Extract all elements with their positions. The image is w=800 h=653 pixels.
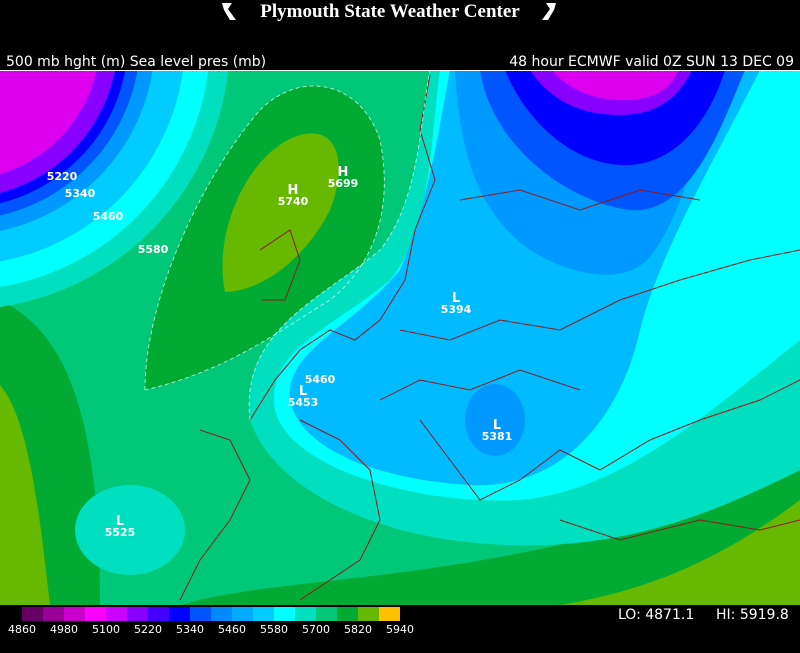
center-value: 5699 <box>328 177 359 190</box>
legend-swatch <box>148 607 169 621</box>
legend-swatch <box>85 607 106 621</box>
contour-fill <box>75 485 185 575</box>
legend-swatch <box>295 607 316 621</box>
legend-label: 5580 <box>260 623 288 636</box>
high-value: HI: 5919.8 <box>716 607 789 623</box>
legend-label: 5220 <box>134 623 162 636</box>
center-type: L <box>299 384 307 399</box>
contour-fill <box>222 133 339 292</box>
border <box>559 519 800 541</box>
subtitle-left: 500 mb hght (m) Sea level pres (mb) <box>6 54 266 70</box>
legend-swatch <box>22 607 43 621</box>
legend-label: 5340 <box>176 623 204 636</box>
legend-swatch <box>64 607 85 621</box>
legend-swatch <box>379 607 400 621</box>
legend-swatch <box>43 607 64 621</box>
subtitle-right: 48 hour ECMWF valid 0Z SUN 13 DEC 09 <box>509 54 794 70</box>
legend-swatch <box>169 607 190 621</box>
center-value: 5525 <box>105 526 136 539</box>
contour-label: 5580 <box>138 243 169 256</box>
color-legend: 4860 4980 5100 5220 5340 5460 5580 5700 5820 5940 <box>8 607 414 636</box>
legend-swatch <box>232 607 253 621</box>
coastline <box>249 74 436 421</box>
center-type: L <box>116 514 124 529</box>
header-icon <box>542 3 556 20</box>
legend-swatch <box>337 607 358 621</box>
legend-swatch <box>106 607 127 621</box>
legend-label: 4980 <box>50 623 78 636</box>
center-type: L <box>452 291 460 306</box>
legend-label: 5820 <box>344 623 372 636</box>
border <box>419 379 800 501</box>
low-value: LO: 4871.1 <box>618 607 694 623</box>
map-area <box>0 71 800 605</box>
header-icon <box>222 3 236 20</box>
contour-fill <box>180 470 800 605</box>
legend-swatch <box>274 607 295 621</box>
coastline <box>259 229 301 301</box>
center-value: 5453 <box>288 396 319 409</box>
legend-swatch <box>358 607 379 621</box>
legend-swatch <box>211 607 232 621</box>
contour-label: 5340 <box>65 187 96 200</box>
legend-label: 4860 <box>8 623 36 636</box>
contour-fill <box>560 500 800 605</box>
contour-fill <box>465 384 525 456</box>
legend-label: 5460 <box>218 623 246 636</box>
legend-label: 5940 <box>386 623 414 636</box>
legend-label: 5100 <box>92 623 120 636</box>
legend-label: 5700 <box>302 623 330 636</box>
center-value: 5740 <box>278 195 309 208</box>
contour-fill <box>0 71 97 175</box>
legend-swatch <box>190 607 211 621</box>
border <box>459 189 701 211</box>
isoline <box>248 71 431 421</box>
center-type: H <box>338 165 349 180</box>
contour-fill <box>0 385 50 605</box>
contour-label: 5460 <box>93 210 124 223</box>
legend-swatch <box>253 607 274 621</box>
contour-label: 5220 <box>47 170 78 183</box>
header-title: Plymouth State Weather Center <box>260 1 520 22</box>
contour-label: 5460 <box>305 373 336 386</box>
center-type: L <box>493 418 501 433</box>
center-value: 5394 <box>441 303 472 316</box>
coastline <box>299 419 381 601</box>
border <box>399 249 800 341</box>
coastline <box>179 429 251 601</box>
legend-swatch <box>316 607 337 621</box>
border <box>379 369 581 401</box>
center-value: 5381 <box>482 430 513 443</box>
center-type: H <box>288 183 299 198</box>
legend-swatch <box>127 607 148 621</box>
contour-fill <box>552 71 678 101</box>
